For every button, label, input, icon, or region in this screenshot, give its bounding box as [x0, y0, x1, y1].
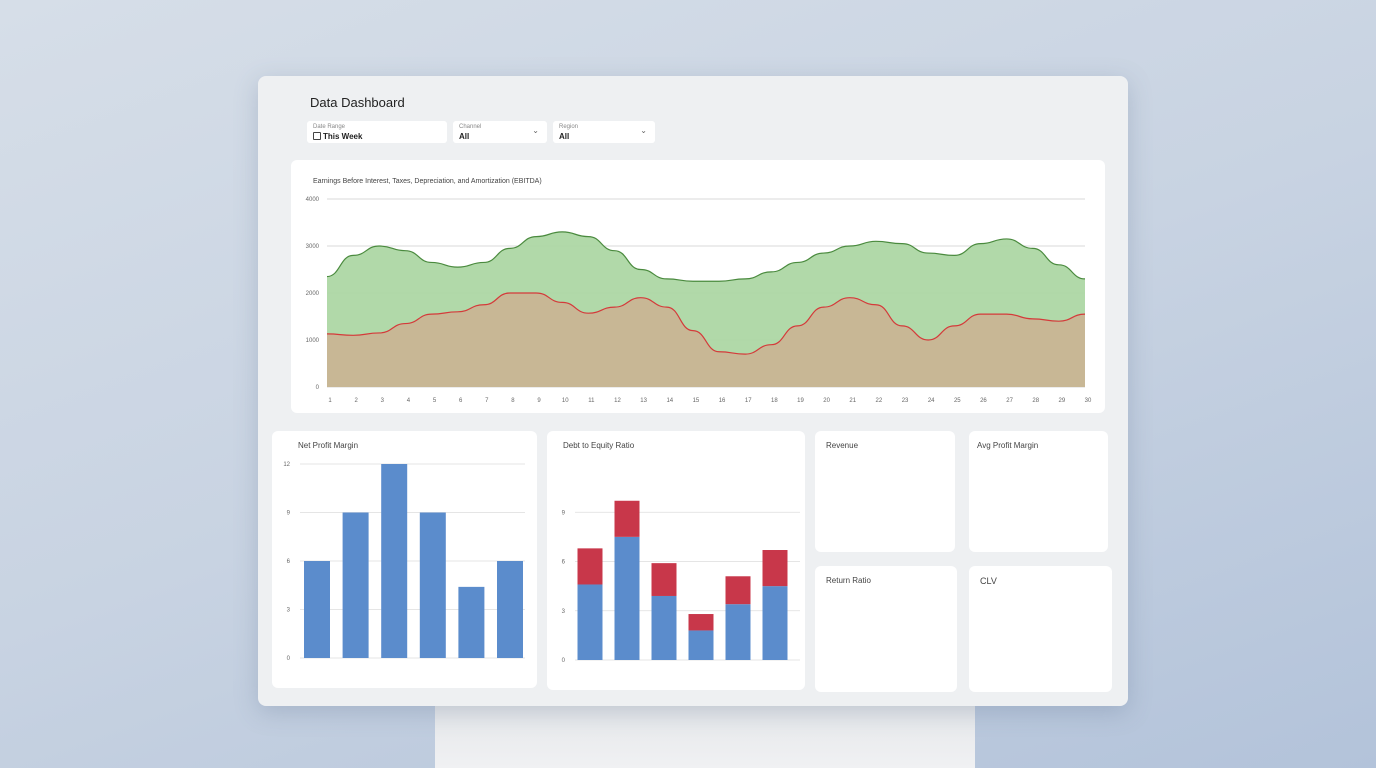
- bar: [725, 604, 751, 660]
- net-profit-margin-chart: 0 3 6 9 12: [283, 462, 525, 662]
- chevron-down-icon: ⌄: [532, 126, 539, 135]
- filter-value: This Week: [323, 132, 363, 141]
- x-tick-label: 10: [562, 398, 569, 404]
- x-tick-label: 21: [849, 398, 856, 404]
- bar: [651, 563, 677, 596]
- bar: [762, 586, 788, 660]
- series-line: [326, 231, 1086, 282]
- x-tick-label: 16: [719, 398, 726, 404]
- filter-value: All: [459, 132, 470, 141]
- x-tick-label: 7: [485, 398, 489, 404]
- kpi-card-avg-profit-margin[interactable]: Avg Profit Margin: [969, 431, 1108, 552]
- y-tick-label: 9: [287, 511, 291, 517]
- bar: [762, 550, 788, 587]
- region-filter[interactable]: Region All ⌄: [553, 121, 655, 143]
- kpi-card-revenue[interactable]: Revenue: [815, 431, 955, 552]
- y-tick-label: 0: [562, 658, 566, 664]
- y-tick-label: 3000: [306, 244, 320, 250]
- y-tick-label: 1000: [306, 338, 320, 344]
- kpi-title: Avg Profit Margin: [977, 441, 1039, 450]
- calendar-icon: [313, 132, 321, 140]
- bar: [614, 536, 640, 660]
- x-tick-label: 28: [1032, 398, 1039, 404]
- date-range-filter[interactable]: Date Range This Week: [307, 121, 447, 143]
- debt-equity-chart: 0 3 6 9: [562, 500, 800, 664]
- x-tick-label: 18: [771, 398, 778, 404]
- x-tick-label: 30: [1085, 398, 1092, 404]
- y-tick-label: 12: [283, 462, 290, 468]
- x-tick-label: 8: [511, 398, 515, 404]
- ebitda-chart-card: Earnings Before Interest, Taxes, Depreci…: [291, 160, 1105, 413]
- bar: [304, 561, 330, 658]
- bar: [342, 512, 369, 658]
- bar: [688, 614, 714, 631]
- y-tick-label: 0: [287, 656, 291, 662]
- chevron-down-icon: ⌄: [640, 126, 647, 135]
- x-tick-label: 19: [797, 398, 804, 404]
- filter-label: Region: [559, 124, 579, 130]
- series-line: [326, 292, 1086, 355]
- x-tick-label: 25: [954, 398, 961, 404]
- x-tick-label: 23: [902, 398, 909, 404]
- monitor-stand: [435, 700, 975, 768]
- x-tick-label: 20: [823, 398, 830, 404]
- x-tick-label: 1: [328, 398, 332, 404]
- y-tick-label: 3: [562, 609, 566, 615]
- x-tick-label: 27: [1006, 398, 1013, 404]
- chart-title: Net Profit Margin: [298, 441, 359, 450]
- x-tick-label: 5: [433, 398, 437, 404]
- filter-value: All: [559, 132, 570, 141]
- bar: [497, 561, 523, 658]
- bar: [725, 576, 751, 605]
- filter-label: Date Range: [313, 124, 346, 130]
- y-tick-label: 6: [287, 559, 291, 565]
- kpi-title: Return Ratio: [826, 576, 871, 585]
- x-tick-label: 12: [614, 398, 621, 404]
- x-tick-label: 14: [666, 398, 673, 404]
- y-tick-label: 4000: [306, 197, 320, 203]
- x-tick-label: 13: [640, 398, 647, 404]
- bar: [688, 630, 714, 660]
- kpi-title: CLV: [980, 576, 997, 586]
- kpi-card-return-ratio[interactable]: Return Ratio: [815, 566, 957, 692]
- x-tick-label: 4: [407, 398, 411, 404]
- bar: [614, 500, 640, 537]
- chart-title: Debt to Equity Ratio: [563, 441, 635, 450]
- bar: [577, 584, 603, 660]
- channel-filter[interactable]: Channel All ⌄: [453, 121, 547, 143]
- y-tick-label: 9: [562, 510, 566, 516]
- x-tick-label: 3: [381, 398, 385, 404]
- x-tick-label: 17: [745, 398, 752, 404]
- y-tick-label: 2000: [306, 291, 320, 297]
- debt-equity-card: Debt to Equity Ratio 0 3 6 9: [547, 431, 805, 690]
- bar: [577, 548, 603, 585]
- x-tick-label: 9: [537, 398, 541, 404]
- x-tick-label: 24: [928, 398, 935, 404]
- x-tick-label: 11: [588, 398, 595, 404]
- x-tick-label: 22: [876, 398, 883, 404]
- series-area: [327, 293, 1085, 387]
- x-tick-label: 15: [693, 398, 700, 404]
- y-tick-label: 6: [562, 560, 566, 566]
- page-title: Data Dashboard: [310, 95, 405, 110]
- net-profit-margin-card: Net Profit Margin 0 3 6 9 12: [272, 431, 537, 688]
- x-tick-label: 6: [459, 398, 463, 404]
- kpi-card-clv[interactable]: CLV: [969, 566, 1112, 692]
- kpi-title: Revenue: [826, 441, 859, 450]
- bar: [651, 595, 677, 660]
- x-tick-label: 29: [1059, 398, 1066, 404]
- chart-title: Earnings Before Interest, Taxes, Depreci…: [313, 178, 542, 185]
- x-tick-label: 26: [980, 398, 987, 404]
- y-tick-label: 3: [287, 608, 291, 614]
- x-tick-label: 2: [354, 398, 358, 404]
- bar: [381, 464, 408, 658]
- filter-label: Channel: [459, 124, 482, 130]
- y-tick-label: 0: [316, 385, 320, 391]
- bar: [419, 512, 446, 658]
- bar: [458, 586, 485, 658]
